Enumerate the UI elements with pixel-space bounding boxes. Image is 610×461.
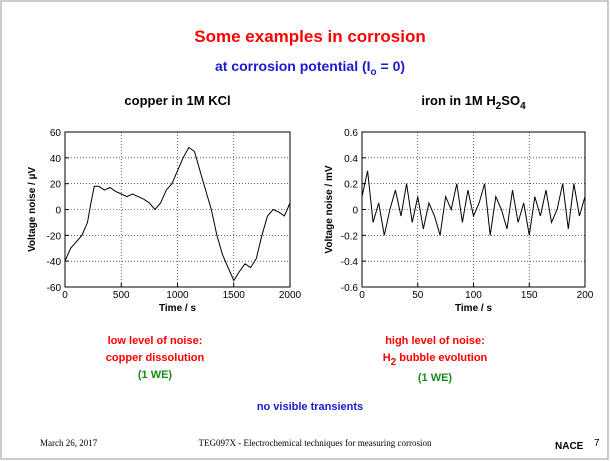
x-tick-label: 50	[412, 290, 424, 301]
y-tick-label: -0.2	[341, 231, 359, 242]
text: SO	[501, 93, 520, 108]
x-tick-label: 2000	[279, 290, 302, 301]
note: (1 WE)	[138, 369, 173, 381]
note: (1 WE)	[418, 372, 453, 384]
y-axis-label: Voltage noise / µV	[27, 167, 38, 252]
y-tick-label: 0.4	[344, 154, 358, 165]
footer-date: March 26, 2017	[40, 438, 98, 448]
text: iron in 1M H	[421, 93, 495, 108]
y-tick-label: 0	[352, 206, 358, 217]
y-tick-label: -0.6	[341, 283, 359, 294]
plot-frame	[64, 131, 291, 288]
x-tick-label: 1500	[223, 290, 246, 301]
y-tick-label: 0.6	[344, 128, 358, 139]
x-tick-label: 150	[521, 290, 538, 301]
chart-title: copper in 1M KCl	[124, 93, 230, 108]
note: low level of noise:	[108, 335, 203, 347]
text: o	[371, 67, 377, 78]
x-axis-label: Time / s	[159, 303, 196, 314]
page-number: 7	[594, 438, 600, 449]
chart-title: iron in 1M H2SO4	[421, 93, 526, 112]
y-tick-label: -20	[47, 231, 62, 242]
x-tick-label: 0	[62, 290, 68, 301]
y-tick-label: -40	[47, 257, 62, 268]
footer-course: TEG097X - Electrochemical techniques for…	[199, 438, 432, 448]
text: 2	[496, 101, 502, 112]
y-tick-label: 20	[50, 180, 62, 191]
note: no visible transients	[257, 401, 363, 413]
plot-frame	[361, 131, 586, 288]
text: copper in 1M KCl	[124, 93, 230, 108]
y-axis-label: Voltage noise / mV	[324, 165, 335, 253]
text: bubble evolution	[396, 352, 487, 364]
text: 2	[391, 357, 397, 368]
x-tick-label: 1000	[166, 290, 189, 301]
note: H2 bubble evolution	[383, 352, 488, 368]
y-tick-label: 60	[50, 128, 62, 139]
x-tick-label: 0	[359, 290, 365, 301]
slide-subtitle: at corrosion potential (Io = 0)	[215, 58, 405, 78]
y-tick-label: -60	[47, 283, 62, 294]
y-tick-label: 0	[55, 206, 61, 217]
data-line	[64, 146, 291, 282]
x-axis-label: Time / s	[455, 303, 492, 314]
y-tick-label: -0.4	[341, 257, 359, 268]
text: 4	[520, 101, 526, 112]
text: H	[383, 352, 391, 364]
slide-title: Some examples in corrosion	[194, 27, 425, 46]
note: copper dissolution	[106, 352, 205, 364]
text: at corrosion potential (I	[215, 58, 371, 74]
x-tick-label: 500	[113, 290, 130, 301]
data-line	[361, 170, 586, 236]
x-tick-label: 100	[465, 290, 482, 301]
text: = 0)	[377, 58, 405, 74]
footer-logo: NACE	[555, 441, 584, 452]
x-tick-label: 200	[577, 290, 594, 301]
y-tick-label: 40	[50, 154, 62, 165]
y-tick-label: 0.2	[344, 180, 358, 191]
note: high level of noise:	[385, 335, 485, 347]
